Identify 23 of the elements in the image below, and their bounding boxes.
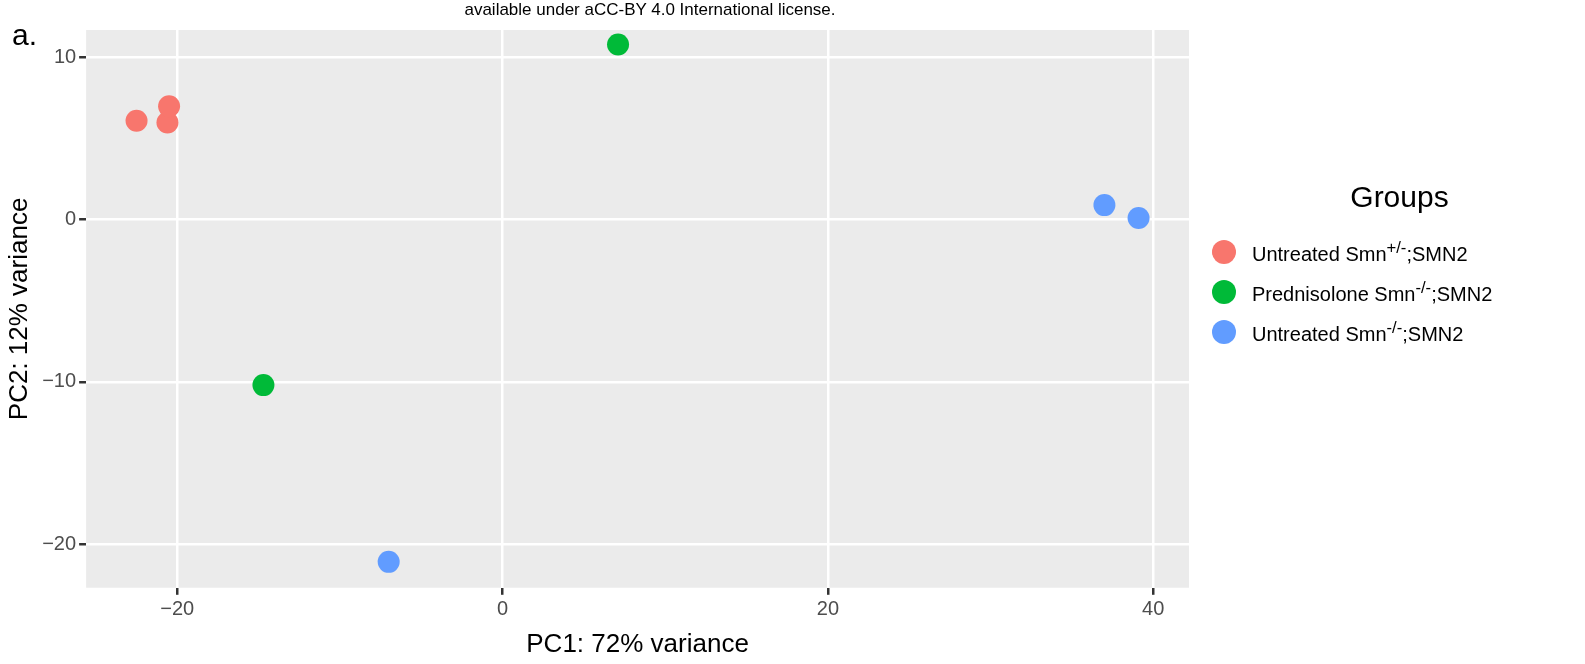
legend-title: Groups	[1349, 180, 1450, 214]
y-axis-title: PC2: 12% variance	[2, 197, 33, 421]
x-tick-label: −20	[160, 597, 195, 620]
x-tick-label: 40	[1142, 597, 1165, 620]
point	[158, 95, 181, 118]
text: a.	[12, 18, 38, 52]
y-tick-label: −10	[42, 369, 77, 392]
y-tick-label: 10	[53, 45, 77, 68]
text: available under aCC-BY 4.0 International license.	[463, 0, 837, 20]
point	[1093, 194, 1116, 217]
y-tick-label: 0	[65, 207, 77, 230]
legend-label: Untreated Smn$^{+/-}$;SMN2	[1252, 238, 1468, 266]
point	[377, 550, 400, 573]
x-tick-label: 20	[816, 597, 840, 620]
point	[607, 33, 630, 56]
x-tick-label: 0	[496, 597, 509, 620]
legend-label: Untreated Smn$^{-/-}$;SMN2	[1252, 318, 1464, 346]
y-tick-label: −20	[42, 531, 77, 554]
point	[125, 109, 148, 132]
point	[252, 374, 275, 397]
x-axis-title: PC1: 72% variance	[526, 627, 749, 658]
legend-label: Prednisolone Smn$^{-/-}$;SMN2	[1252, 278, 1493, 306]
point	[1127, 207, 1150, 230]
